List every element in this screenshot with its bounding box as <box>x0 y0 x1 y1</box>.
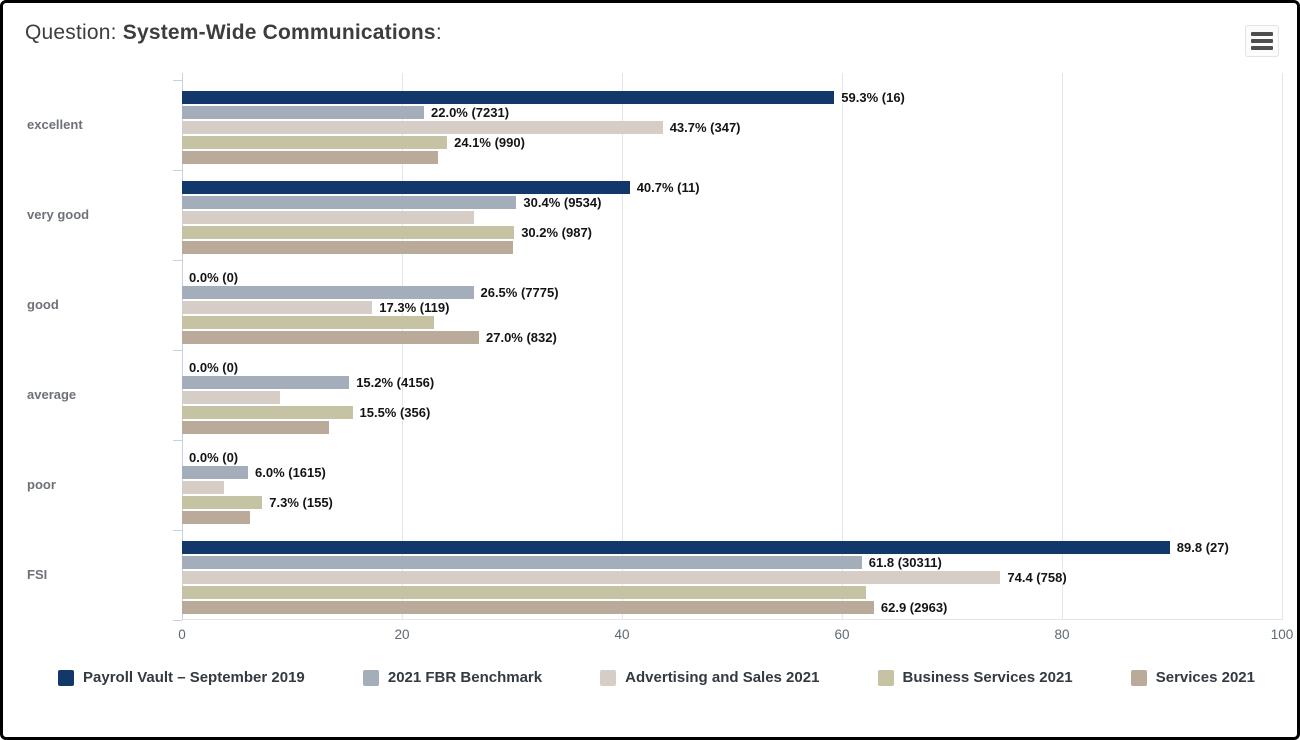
bar-data-label: 17.3% (119) <box>379 300 450 315</box>
legend-item-label: 2021 FBR Benchmark <box>387 669 543 686</box>
y-axis-tick <box>173 440 182 441</box>
bar-excellent-series-3[interactable] <box>182 121 663 134</box>
bar-data-label: 27.0% (832) <box>486 330 557 345</box>
bar-poor-series-5[interactable] <box>182 511 251 524</box>
bar-data-label: 30.2% (987) <box>521 225 593 240</box>
x-axis-line <box>182 619 1282 620</box>
y-axis-tick <box>173 620 182 621</box>
bar-data-label: 89.8 (27) <box>1176 540 1229 555</box>
bar-FSI-series-1[interactable] <box>182 541 1170 554</box>
bar-data-label: 6.0% (1615) <box>255 465 326 480</box>
bar-average-series-4[interactable] <box>182 406 353 419</box>
bar-data-label: 30.4% (9534) <box>523 195 602 210</box>
plot-area: 59.3% (16) 22.0% (7231) 43.7% (347) 24.1% (… <box>173 73 1283 621</box>
legend-item-series-2[interactable]: 2021 FBR Benchmark <box>362 669 543 686</box>
bar-FSI-series-2[interactable] <box>182 556 862 569</box>
bar-very-good-series-4[interactable] <box>182 226 515 239</box>
legend-item-label: Advertising and Sales 2021 <box>625 669 820 686</box>
context-menu-button[interactable] <box>1245 25 1279 57</box>
y-axis-tick <box>173 530 182 531</box>
bar-FSI-series-4[interactable] <box>182 586 867 599</box>
bar-data-label: 22.0% (7231) <box>431 105 510 120</box>
legend-swatch-icon <box>1130 669 1147 686</box>
y-axis-tick <box>173 170 182 171</box>
bar-excellent-series-2[interactable] <box>182 106 424 119</box>
bar-very-good-series-3[interactable] <box>182 211 474 224</box>
x-tick-label-100: 100 <box>1270 627 1294 642</box>
y-axis-tick <box>173 80 182 81</box>
legend-swatch-icon <box>600 669 617 686</box>
bar-poor-series-4[interactable] <box>182 496 263 509</box>
legend-swatch-icon <box>877 669 894 686</box>
bar-poor-series-2[interactable] <box>182 466 248 479</box>
bar-data-label: 24.1% (990) <box>454 135 525 150</box>
legend-item-label: Services 2021 <box>1155 669 1255 686</box>
bar-average-series-3[interactable] <box>182 391 280 404</box>
gridline <box>1062 73 1063 620</box>
bar-good-series-5[interactable] <box>182 331 479 344</box>
y-axis-tick <box>173 350 182 351</box>
bar-very-good-series-1[interactable] <box>182 181 630 194</box>
y-axis-line <box>182 73 183 620</box>
bar-very-good-series-5[interactable] <box>182 241 514 254</box>
bar-data-label: 0.0% (0) <box>189 270 239 285</box>
bar-FSI-series-5[interactable] <box>182 601 874 614</box>
page-title: Question: System-Wide Communications: <box>25 21 442 45</box>
legend-item-label: Business Services 2021 <box>902 669 1073 686</box>
bar-data-label: 43.7% (347) <box>669 120 741 135</box>
bar-poor-series-3[interactable] <box>182 481 224 494</box>
legend-swatch-icon <box>58 669 74 686</box>
category-label-very-good: very good <box>27 207 90 222</box>
x-tick-label-20: 20 <box>394 627 410 642</box>
bar-good-series-3[interactable] <box>182 301 373 314</box>
bar-data-label: 15.5% (356) <box>359 405 431 420</box>
category-label-average: average <box>27 387 77 402</box>
legend-item-series-4[interactable]: Business Services 2021 <box>877 669 1073 686</box>
bar-excellent-series-5[interactable] <box>182 151 439 164</box>
x-tick-label-80: 80 <box>1054 627 1070 642</box>
title-suffix: : <box>435 21 442 44</box>
bar-data-label: 26.5% (7775) <box>480 285 559 300</box>
gridline <box>402 73 403 620</box>
category-label-FSI: FSI <box>27 567 48 582</box>
title-prefix: Question: <box>25 21 123 44</box>
bar-good-series-4[interactable] <box>182 316 434 329</box>
x-tick-label-60: 60 <box>834 627 850 642</box>
bar-FSI-series-3[interactable] <box>182 571 1001 584</box>
gridline <box>842 73 843 620</box>
bar-average-series-5[interactable] <box>182 421 330 434</box>
bar-excellent-series-4[interactable] <box>182 136 448 149</box>
gridline <box>622 73 623 620</box>
title-main: System-Wide Communications <box>122 21 436 44</box>
bar-data-label: 15.2% (4156) <box>356 375 435 390</box>
bar-data-label: 59.3% (16) <box>841 90 905 105</box>
bar-good-series-2[interactable] <box>182 286 474 299</box>
gridline <box>1282 73 1283 620</box>
bar-data-label: 61.8 (30311) <box>868 555 942 570</box>
category-label-good: good <box>27 297 59 312</box>
x-tick-label-40: 40 <box>614 627 630 642</box>
bar-average-series-2[interactable] <box>182 376 350 389</box>
bar-very-good-series-2[interactable] <box>182 196 517 209</box>
legend-item-series-1[interactable]: Payroll Vault – September 2019 <box>58 669 305 686</box>
legend: Payroll Vault – September 2019 2021 FBR B… <box>58 669 1255 686</box>
y-axis-tick <box>173 260 182 261</box>
bar-data-label: 0.0% (0) <box>189 450 239 465</box>
bar-data-label: 74.4 (758) <box>1007 570 1067 585</box>
bar-data-label: 7.3% (155) <box>269 495 333 510</box>
legend-item-label: Payroll Vault – September 2019 <box>83 669 305 686</box>
bar-excellent-series-1[interactable] <box>182 91 835 104</box>
x-tick-label-0: 0 <box>178 627 186 642</box>
legend-swatch-icon <box>362 669 379 686</box>
legend-item-series-5[interactable]: Services 2021 <box>1130 669 1255 686</box>
bar-data-label: 0.0% (0) <box>189 360 239 375</box>
bar-data-label: 62.9 (2963) <box>880 600 948 615</box>
bar-data-label: 40.7% (11) <box>636 180 700 195</box>
legend-item-series-3[interactable]: Advertising and Sales 2021 <box>600 669 819 686</box>
category-label-poor: poor <box>27 477 56 492</box>
category-label-excellent: excellent <box>27 117 83 132</box>
